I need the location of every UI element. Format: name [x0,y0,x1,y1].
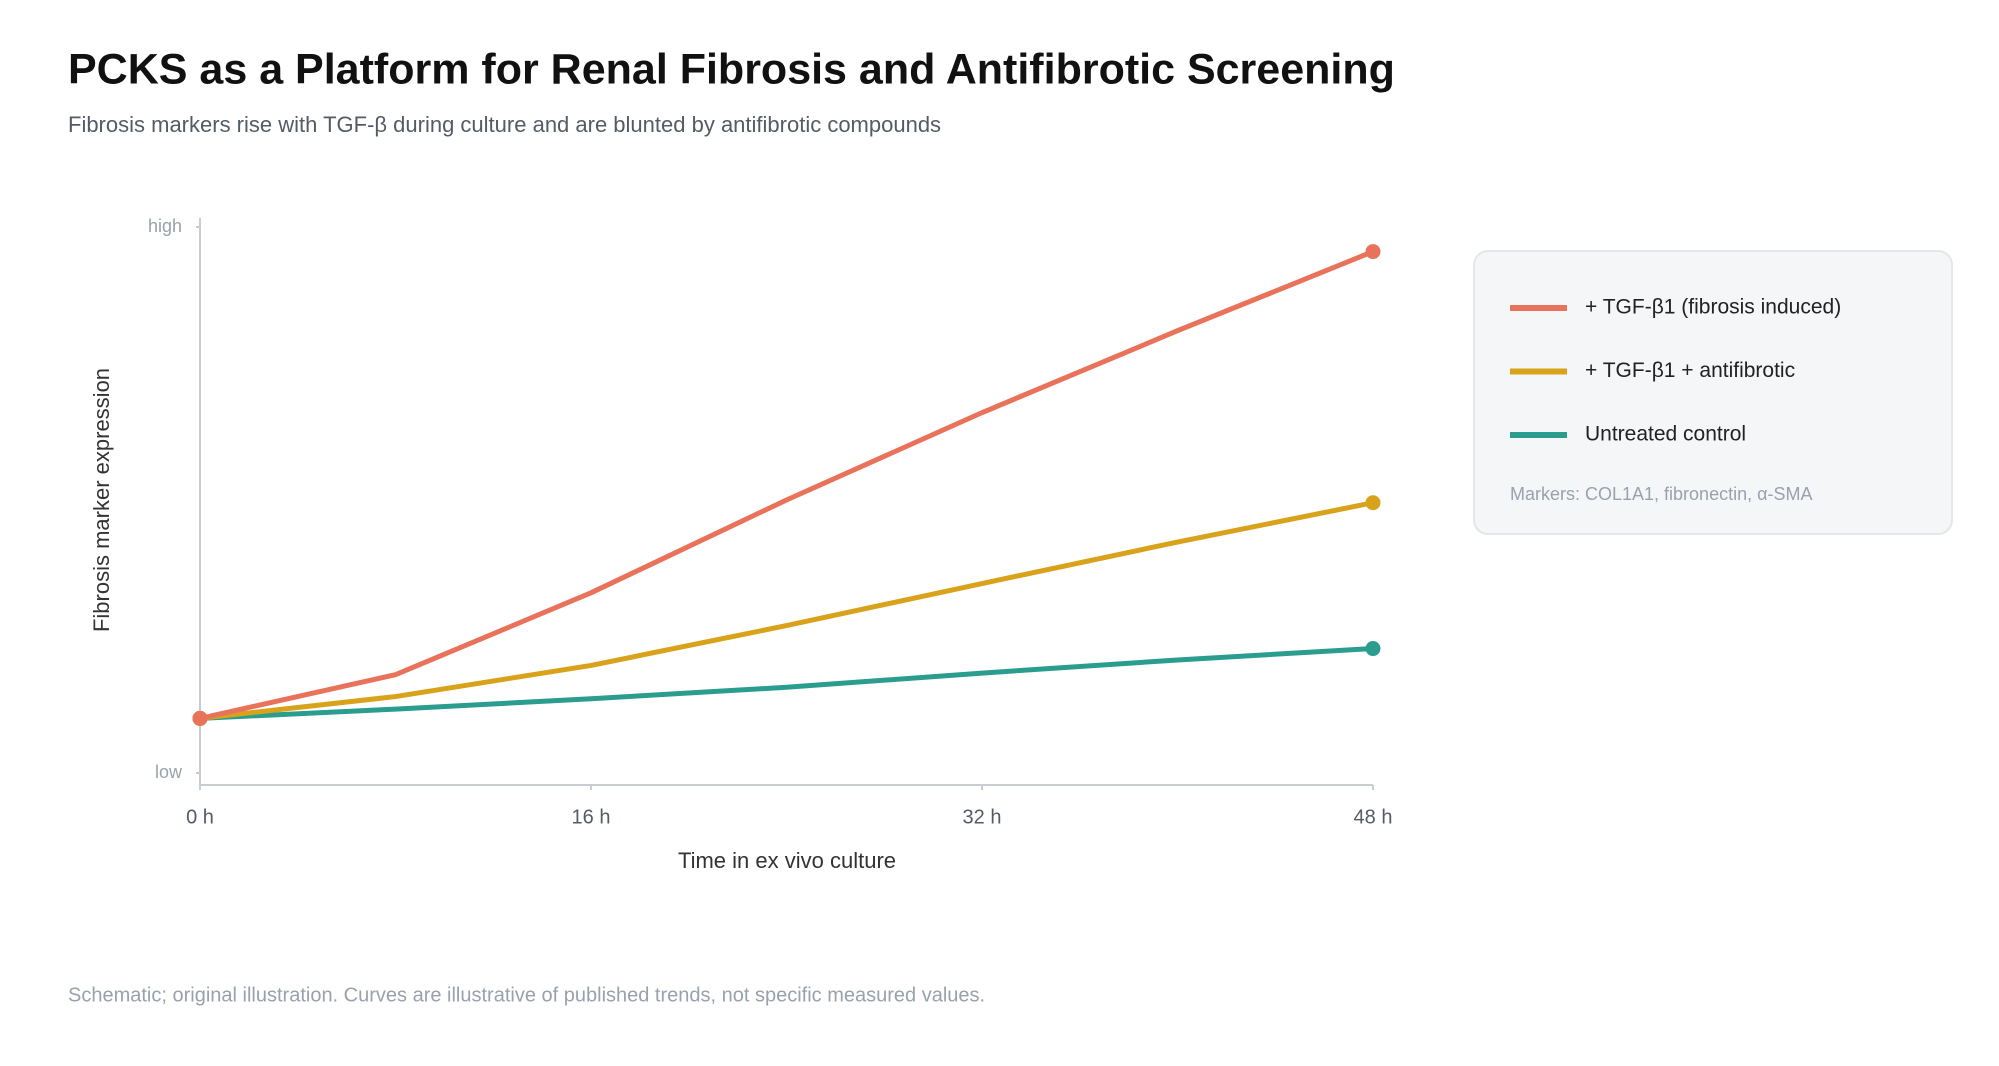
legend-label: Untreated control [1585,423,1746,446]
x-tick-label: 48 h [1354,806,1393,828]
footnote: Schematic; original illustration. Curves… [68,984,985,1006]
end-point [1365,244,1381,260]
chart-title: PCKS as a Platform for Renal Fibrosis an… [68,45,1395,93]
series-line [197,500,1376,721]
legend-label: + TGF-β1 + antifibrotic [1585,359,1795,382]
end-point [192,710,208,726]
legend-note: Markers: COL1A1, fibronectin, α-SMA [1510,484,1813,504]
legend-box [1473,250,1953,535]
chart-subtitle: Fibrosis markers rise with TGF-β during … [68,112,941,137]
end-point [1365,495,1381,511]
y-tick-label: high [148,216,182,236]
x-tick-label: 32 h [963,806,1002,828]
x-tick-label: 0 h [186,806,214,828]
x-tick-label: 16 h [572,806,611,828]
series-line [197,646,1376,721]
legend-label: + TGF-β1 (fibrosis induced) [1585,296,1841,319]
x-axis-label: Time in ex vivo culture [678,848,896,873]
end-point [1365,641,1381,657]
y-tick-label: low [155,762,183,782]
y-axis-label: Fibrosis marker expression [89,368,114,632]
series-line [197,249,1376,721]
